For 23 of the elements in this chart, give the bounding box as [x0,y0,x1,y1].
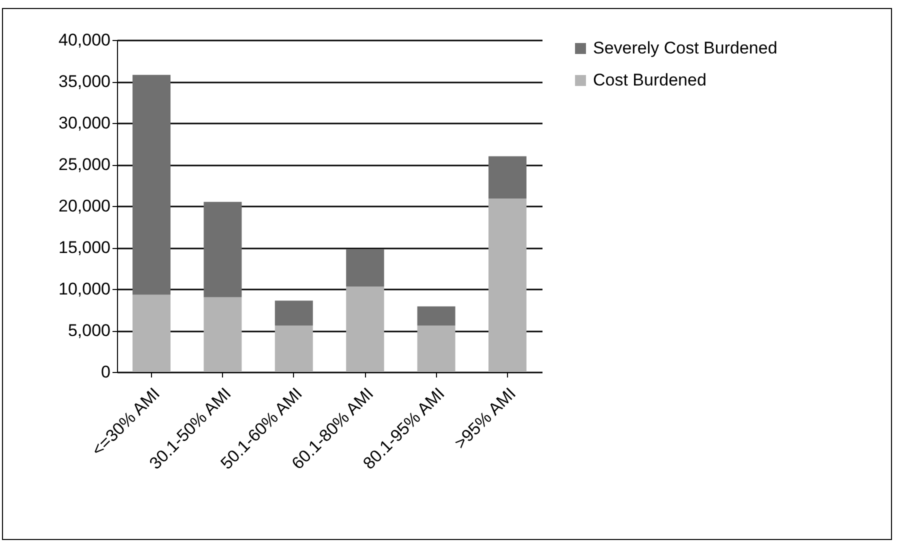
bar [274,326,313,372]
y-tick-label: 25,000 [58,155,110,174]
y-tick-label: 0 [101,362,110,382]
bar [204,202,242,298]
bar [132,74,171,295]
bar [274,300,313,326]
y-tick-label: 5,000 [68,321,110,340]
y-tick-label: 10,000 [58,280,110,298]
y-tick-label: 20,000 [58,196,110,216]
bar [417,306,456,326]
legend-label: Severely Cost Burdened [593,38,778,58]
bar [132,294,171,372]
legend-label: Cost Burdened [593,70,706,90]
bar [346,249,384,287]
y-tick-label: 30,000 [58,114,110,132]
bar [488,156,526,199]
y-tick-label: 15,000 [58,238,110,257]
bar [417,326,456,372]
bar [488,198,526,372]
bar [346,286,384,372]
bar [204,297,242,372]
y-tick-label: 40,000 [58,30,110,50]
y-tick-label: 35,000 [58,72,110,91]
